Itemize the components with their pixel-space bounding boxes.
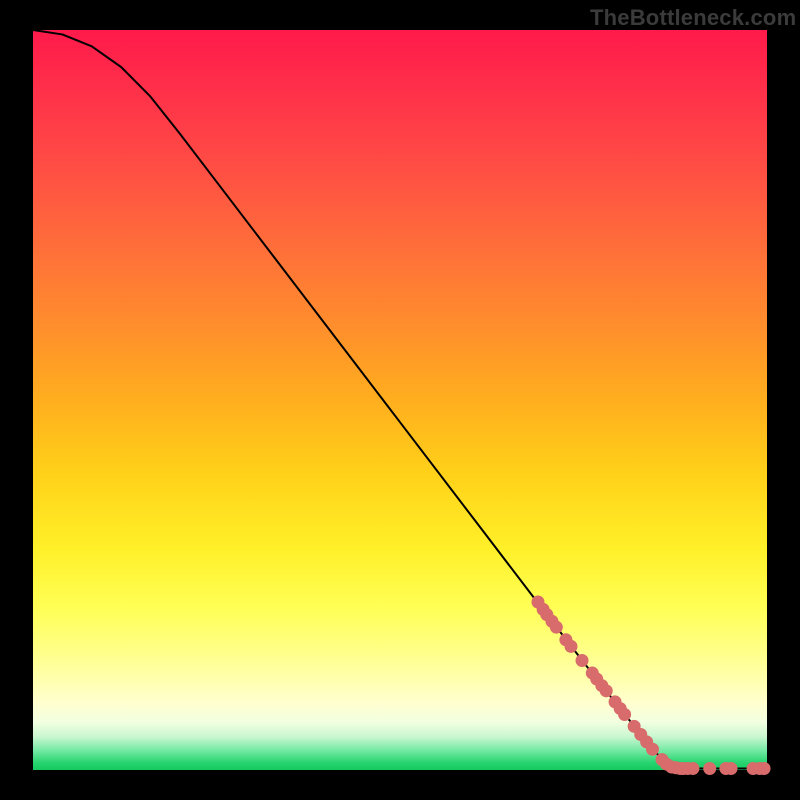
chart-canvas — [0, 0, 800, 800]
sample-point — [576, 654, 588, 666]
sample-point — [704, 763, 716, 775]
sample-point — [550, 621, 562, 633]
sample-point — [687, 763, 699, 775]
sample-point — [758, 763, 770, 775]
sample-point — [565, 640, 577, 652]
sample-point — [600, 685, 612, 697]
sample-point — [619, 709, 631, 721]
plot-background — [33, 30, 767, 770]
sample-point — [647, 743, 659, 755]
chart-root: TheBottleneck.com — [0, 0, 800, 800]
sample-point — [725, 763, 737, 775]
